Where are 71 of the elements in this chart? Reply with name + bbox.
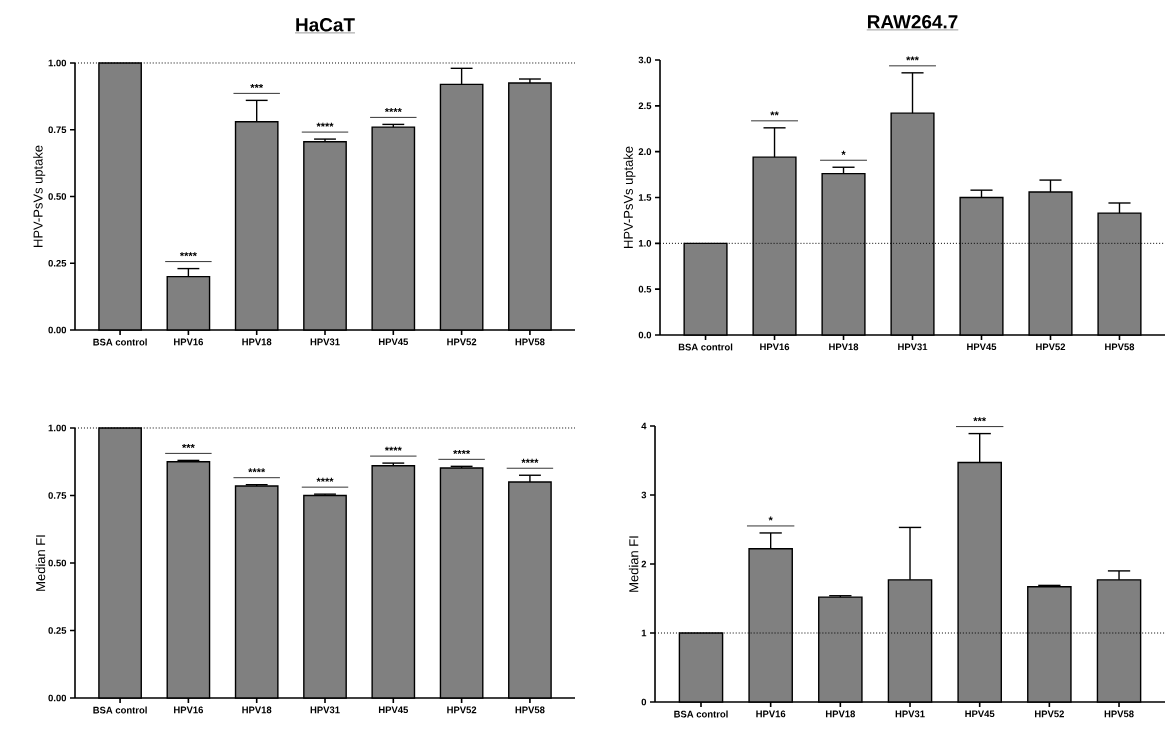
y-tick-label: 0.5 [638, 285, 652, 293]
x-tick-label: BSA control [93, 338, 147, 346]
annotation: *** [906, 56, 919, 61]
annotation: *** [250, 83, 264, 89]
y-axis-title: HPV-PsVs uptake [623, 146, 636, 248]
x-tick-label: HPV52 [447, 338, 477, 346]
x-tick-label: HPV16 [756, 710, 786, 718]
annotation: **** [384, 446, 402, 451]
y-tick-label: 3 [641, 491, 647, 499]
annotation: **** [179, 252, 197, 257]
x-tick-label: BSA control [678, 343, 733, 351]
y-tick-label: 4 [641, 422, 647, 430]
y-tick-label: 0 [641, 698, 647, 706]
y-tick-label: 0.75 [48, 492, 67, 499]
y-axis-title: HPV-PsVs uptake [33, 145, 46, 247]
x-tick-label: HPV52 [1035, 710, 1064, 718]
annotation: * [841, 150, 846, 155]
x-tick-label: HPV18 [242, 706, 272, 714]
x-tick-label: HPV45 [378, 706, 409, 714]
x-tick-label: HPV16 [760, 343, 790, 351]
x-tick-label: HPV31 [310, 338, 340, 346]
y-axis-title: Median FI [35, 535, 46, 591]
y-tick-label: 0.25 [48, 627, 67, 634]
y-tick-label: 1.00 [48, 424, 67, 432]
x-tick-label: HPV31 [310, 706, 340, 714]
x-tick-label: HPV45 [378, 338, 409, 346]
y-tick-label: 1.00 [48, 59, 67, 67]
annotation: **** [521, 458, 539, 463]
chart-title: HaCaT [296, 18, 355, 32]
y-tick-label: 0.00 [48, 326, 67, 334]
y-tick-label: 1 [641, 629, 647, 637]
y-tick-label: 2 [641, 560, 647, 568]
y-tick-label: 3.0 [638, 56, 652, 64]
x-tick-label: HPV58 [1105, 343, 1135, 351]
x-tick-label: HPV58 [515, 706, 545, 714]
x-tick-label: HPV18 [242, 338, 272, 346]
x-tick-label: BSA control [93, 706, 147, 714]
annotation: ** [770, 111, 779, 116]
annotation: **** [316, 477, 334, 482]
x-tick-label: HPV52 [1036, 343, 1066, 351]
x-tick-label: HPV31 [898, 343, 928, 351]
y-tick-label: 0.25 [48, 259, 67, 267]
x-tick-label: HPV52 [447, 706, 477, 714]
x-tick-label: HPV16 [174, 706, 204, 714]
annotation: * [768, 516, 773, 521]
x-tick-label: BSA control [674, 710, 728, 718]
y-tick-label: 0.00 [48, 694, 67, 702]
x-tick-label: HPV58 [1104, 710, 1134, 718]
x-tick-label: HPV45 [967, 343, 997, 351]
annotation: **** [453, 449, 471, 454]
annotation: **** [316, 122, 334, 127]
y-tick-label: 0.75 [48, 126, 67, 134]
y-tick-label: 1.0 [638, 239, 652, 247]
x-tick-label: HPV16 [174, 338, 204, 346]
annotation: **** [384, 107, 402, 113]
x-tick-label: HPV58 [515, 338, 545, 346]
chart-title: RAW264.7 [868, 15, 958, 29]
x-tick-label: HPV45 [965, 710, 995, 718]
y-tick-label: 2.5 [638, 102, 652, 110]
annotation: **** [248, 468, 266, 473]
y-tick-label: 0.0 [638, 331, 652, 339]
annotation: *** [973, 417, 987, 422]
y-tick-label: 0.50 [48, 193, 67, 200]
x-tick-label: HPV31 [895, 710, 925, 718]
annotation: *** [182, 443, 195, 449]
x-tick-label: HPV18 [829, 343, 859, 351]
y-tick-label: 2.0 [638, 148, 652, 156]
y-axis-title: Median FI [628, 536, 639, 592]
x-tick-label: HPV18 [825, 710, 856, 718]
y-tick-label: 0.50 [48, 559, 67, 567]
y-tick-label: 1.5 [638, 194, 652, 201]
